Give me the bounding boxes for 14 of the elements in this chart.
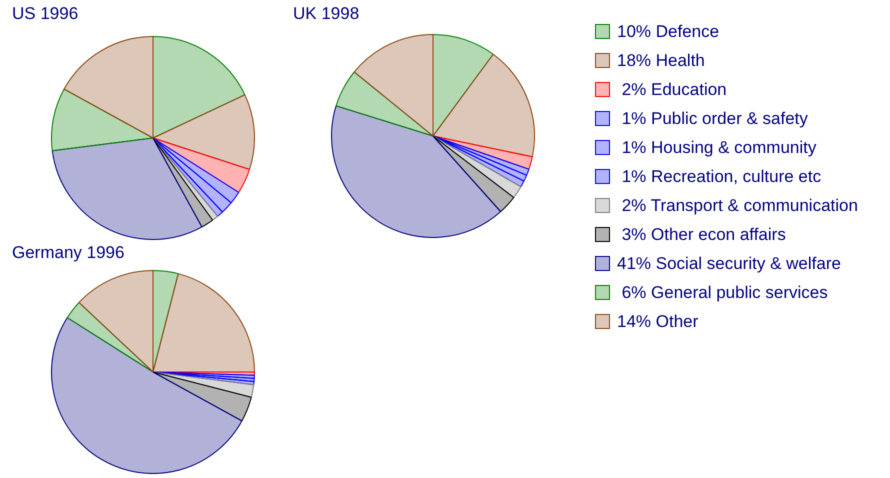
chart-title: US 1996 xyxy=(12,4,78,24)
legend-label: 3% Other econ affairs xyxy=(620,224,786,244)
legend-label: 14% Other xyxy=(617,312,698,332)
legend-label: 1% Public order & safety xyxy=(620,108,808,128)
chart-title: Germany 1996 xyxy=(12,243,124,263)
legend-label: 1% Housing & community xyxy=(620,138,816,158)
legend-label: 2% Transport & communication xyxy=(620,196,858,216)
legend-label: 10% Defence xyxy=(617,22,720,42)
legend-label: 1% Recreation, culture etc xyxy=(620,166,822,186)
chart-title: UK 1998 xyxy=(293,4,360,24)
legend-label: 41% Social security & welfare xyxy=(617,254,841,274)
legend-label: 18% Health xyxy=(617,50,705,70)
legend-label: 2% Education xyxy=(620,80,727,100)
legend-label: 6% General public services xyxy=(620,282,828,302)
